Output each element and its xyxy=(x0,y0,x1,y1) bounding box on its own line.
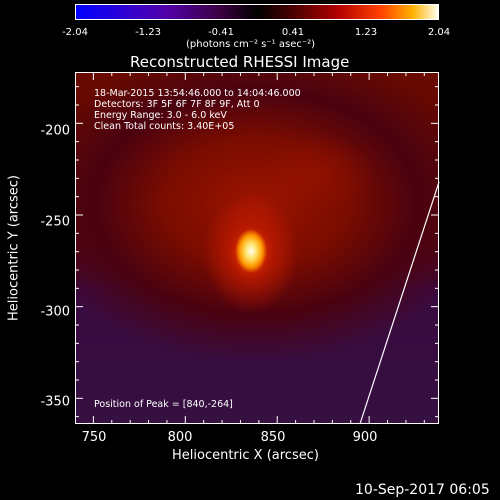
y-tick-label: -250 xyxy=(40,214,70,230)
colorbar-tick: 0.41 xyxy=(281,27,305,38)
y-tick-label: -200 xyxy=(40,123,70,139)
colorbar-tick: -2.04 xyxy=(62,27,88,38)
y-tick-label: -350 xyxy=(40,394,70,410)
info-counts: Clean Total counts: 3.40E+05 xyxy=(94,121,235,132)
colorbar-tick: -0.41 xyxy=(208,27,234,38)
image-title: Reconstructed RHESSI Image xyxy=(130,53,350,71)
colorbar-tick: 1.23 xyxy=(354,27,378,38)
colorbar-tick: -1.23 xyxy=(135,27,161,38)
x-tick-label: 900 xyxy=(352,430,378,445)
solar-limb-line xyxy=(359,181,440,425)
x-axis-label: Heliocentric X (arcsec) xyxy=(172,448,319,463)
info-energy-range: Energy Range: 3.0 - 6.0 keV xyxy=(94,110,227,121)
peak-position: Position of Peak = [840,-264] xyxy=(94,399,233,410)
x-tick-label: 850 xyxy=(260,430,286,445)
rhessi-image xyxy=(75,72,439,424)
generation-date: 10-Sep-2017 06:05 xyxy=(355,482,490,498)
info-detectors: Detectors: 3F 5F 6F 7F 8F 9F, Att 0 xyxy=(94,99,260,110)
x-tick-label: 800 xyxy=(167,430,193,445)
x-tick-label: 750 xyxy=(81,430,107,445)
y-axis-label: Heliocentric Y (arcsec) xyxy=(6,175,22,321)
y-tick-label: -300 xyxy=(40,304,70,320)
info-time-range: 18-Mar-2015 13:54:46.000 to 14:04:46.000 xyxy=(94,88,301,99)
colorbar-tick: 2.04 xyxy=(427,27,451,38)
colorbar xyxy=(75,4,439,20)
colorbar-unit: (photons cm⁻² s⁻¹ asec⁻²) xyxy=(186,39,316,50)
